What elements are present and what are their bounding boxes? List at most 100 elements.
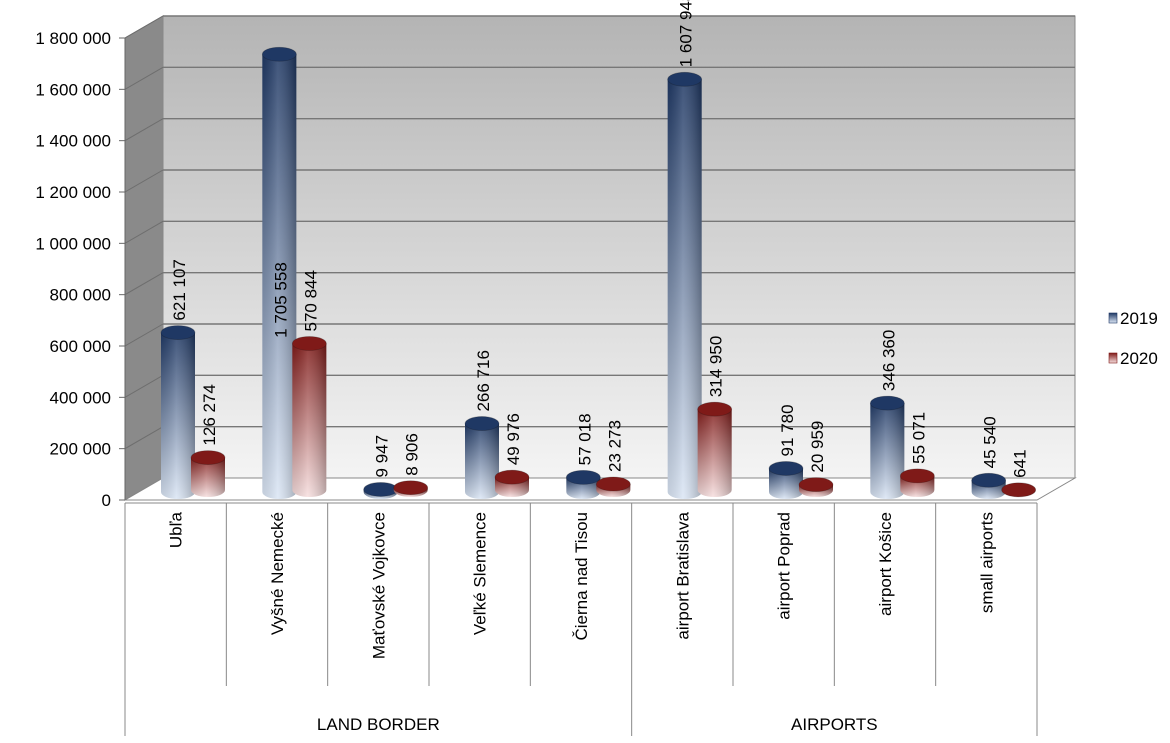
legend-item: 2020 — [1108, 349, 1158, 368]
y-tick-label: 1 000 000 — [35, 234, 111, 253]
data-label: 20 959 — [808, 421, 827, 473]
bar — [464, 416, 500, 499]
data-label: 346 360 — [879, 330, 898, 391]
bar — [595, 476, 631, 497]
gridline-side — [124, 15, 164, 39]
gridline-side — [124, 220, 164, 244]
bar-top — [363, 482, 399, 497]
gridline-side — [124, 272, 164, 296]
y-tick-label: 1 800 000 — [35, 29, 111, 48]
bar-top — [869, 395, 905, 411]
bar-top — [768, 461, 804, 476]
gridline-side — [124, 66, 164, 90]
bar-shade — [161, 332, 195, 499]
bar — [697, 401, 733, 497]
y-tick-label: 200 000 — [50, 440, 111, 459]
x-category-label: airport Poprad — [775, 512, 794, 620]
data-label: 91 780 — [778, 404, 797, 456]
bar — [1001, 482, 1037, 498]
data-label: 45 540 — [981, 416, 1000, 468]
data-label: 55 071 — [909, 412, 928, 464]
bar-shade — [769, 468, 803, 499]
bar — [971, 472, 1007, 500]
bar-shade — [697, 409, 732, 497]
bar-shade — [667, 79, 702, 500]
bar — [160, 325, 196, 499]
bar-top — [899, 468, 935, 484]
bar-top — [971, 472, 1007, 488]
x-group-label: AIRPORTS — [791, 715, 878, 734]
legend-item: 2019 — [1108, 309, 1158, 328]
gridline-side — [124, 426, 164, 450]
bar-top — [697, 401, 733, 417]
data-label: 9 947 — [373, 435, 392, 478]
bar-shade — [870, 403, 905, 500]
data-label: 314 950 — [707, 336, 726, 397]
bar-shade — [191, 457, 225, 497]
gridline-side — [124, 169, 164, 193]
data-label: 1 607 948 — [677, 0, 696, 67]
bar — [565, 469, 601, 500]
data-label: 570 844 — [301, 270, 320, 331]
x-category-label: Veľké Slemence — [471, 512, 490, 635]
x-category-label: Vyšné Nemecké — [268, 512, 287, 635]
bar — [869, 395, 905, 500]
bar — [494, 469, 530, 497]
bar — [798, 477, 834, 497]
y-tick-label: 400 000 — [50, 388, 111, 407]
bar-top — [565, 469, 601, 485]
bar-top — [798, 477, 834, 493]
legend-swatch — [1108, 352, 1118, 364]
bar — [667, 71, 703, 500]
bar-top — [494, 469, 530, 485]
bar-top — [190, 450, 226, 465]
data-label: 641 — [1011, 449, 1030, 477]
x-category-label: airport Košice — [876, 512, 895, 616]
data-label: 126 274 — [200, 384, 219, 445]
bar-top — [595, 476, 631, 492]
bar-shade — [465, 423, 499, 499]
bar — [291, 336, 327, 497]
x-category-label: airport Bratislava — [673, 511, 692, 639]
data-label: 49 976 — [504, 413, 523, 465]
y-tick-label: 1 600 000 — [35, 80, 111, 99]
data-label: 23 273 — [605, 420, 624, 472]
gridline-side — [124, 323, 164, 347]
bar-shade — [262, 54, 297, 500]
y-tick-label: 600 000 — [50, 337, 111, 356]
bar-top — [261, 46, 297, 62]
data-label: 1 705 558 — [271, 262, 290, 338]
y-tick-label: 1 200 000 — [35, 183, 111, 202]
data-label: 8 906 — [403, 433, 422, 476]
gridline-side — [124, 118, 164, 142]
bar — [261, 46, 297, 500]
data-label: 57 018 — [575, 413, 594, 465]
bar — [768, 461, 804, 499]
side-wall — [124, 15, 164, 501]
x-group-label: LAND BORDER — [317, 715, 440, 734]
bar-top — [160, 325, 196, 340]
x-category-label: small airports — [977, 512, 996, 613]
x-category-label: Maťovské Vojkovce — [369, 512, 388, 659]
bar — [190, 450, 226, 497]
bar-top — [667, 71, 703, 87]
legend-swatch — [1108, 312, 1118, 324]
data-label: 266 716 — [474, 350, 493, 411]
legend-label: 2019 — [1120, 309, 1158, 328]
x-category-label: Ubľa — [167, 511, 186, 548]
bar-top — [291, 336, 327, 351]
bar-top — [393, 480, 429, 496]
bar-top — [1001, 482, 1037, 498]
data-label: 621 107 — [170, 259, 189, 320]
y-tick-label: 0 — [102, 491, 111, 510]
bar-shade — [292, 343, 327, 497]
x-category-label: Čierna nad Tisou — [572, 512, 591, 641]
legend-label: 2020 — [1120, 349, 1158, 368]
bar-top — [464, 416, 500, 431]
bar — [393, 480, 429, 497]
bar — [363, 482, 399, 500]
y-tick-label: 800 000 — [50, 286, 111, 305]
y-tick-label: 1 400 000 — [35, 132, 111, 151]
